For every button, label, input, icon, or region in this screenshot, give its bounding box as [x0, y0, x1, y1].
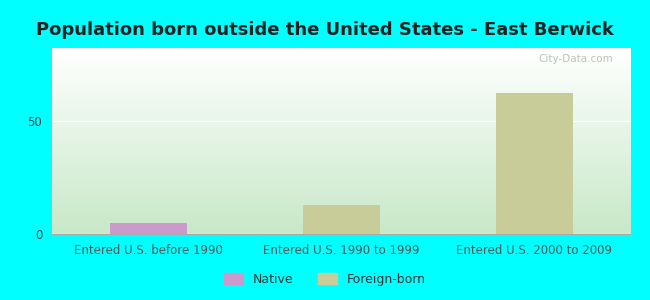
Bar — [303, 205, 380, 234]
Bar — [110, 223, 187, 234]
Bar — [495, 93, 573, 234]
Legend: Native, Foreign-born: Native, Foreign-born — [219, 268, 431, 291]
Text: City-Data.com: City-Data.com — [538, 54, 613, 64]
Text: Population born outside the United States - East Berwick: Population born outside the United State… — [36, 21, 614, 39]
